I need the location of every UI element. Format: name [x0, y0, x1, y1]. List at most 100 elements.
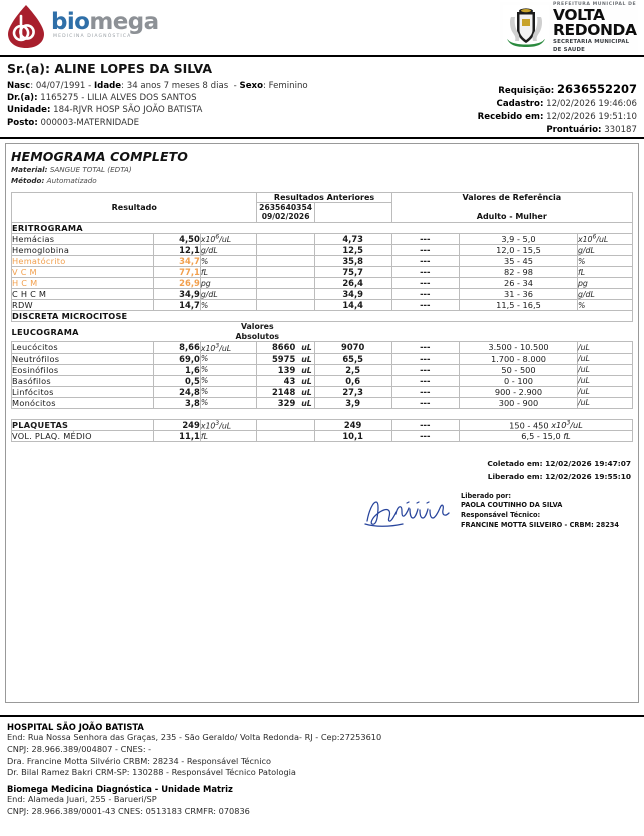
analyte-reference: 6,5 - 15,0 fL: [459, 430, 633, 443]
analyte-value: 4,50: [153, 232, 201, 246]
footer-hospital-name: HOSPITAL SÃO JOÃO BATISTA: [7, 722, 144, 732]
analyte-previous: 2,5: [313, 363, 392, 376]
analyte-reference: 26 - 34: [459, 277, 578, 290]
collected-value: 12/02/2026 19:47:07: [545, 459, 631, 469]
analyte-previous: 9070: [313, 341, 392, 354]
biomega-mega-text: mega: [89, 8, 159, 35]
analyte-previous-2: ---: [390, 341, 461, 354]
analyte-unit: g/dL: [199, 244, 258, 257]
signature-row: Liberado por: PAOLA COUTINHO DA SILVA Re…: [13, 492, 631, 530]
analyte-absolute: [256, 244, 315, 257]
analyte-previous: 35,8: [313, 255, 392, 268]
released-by-label: Liberado por:: [461, 491, 512, 500]
section-row-eritrograma: ERITROGRAMA: [11, 221, 633, 234]
technical-value: FRANCINE MOTTA SILVEIRO - CRBM: 28234: [461, 520, 619, 529]
analyte-reference-unit: %: [576, 299, 634, 312]
patient-name-line: Sr.(a): ALINE LOPES DA SILVA: [7, 61, 637, 76]
platelet-rows: PLAQUETAS 249 x103/uL 249 --- 150 - 450 x103/…: [10, 418, 633, 443]
analyte-value: 26,9: [153, 277, 201, 290]
analyte-absolute: [256, 277, 315, 290]
technical-label: Responsável Técnico:: [461, 510, 541, 519]
header-previous-id: 2635640354: [259, 202, 313, 212]
section-row-note: DISCRETA MICROCITOSE: [11, 310, 633, 323]
analyte-name: Hemácias: [10, 232, 155, 246]
footer-lab-cnpj: CNPJ: 28.966.389/0001-43 CNES: 0513183 C…: [7, 806, 250, 817]
analyte-name: Hematócrito: [10, 255, 155, 268]
analyte-reference-unit: g/dL: [576, 244, 634, 257]
analyte-name: H C M: [10, 277, 155, 290]
analyte-value: 12,1: [153, 244, 201, 257]
crest-city-line2: REDONDA: [553, 20, 637, 39]
table-row: Hemoglobina 12,1 g/dL 12,5 --- 12,0 - 15,5 g/d…: [10, 244, 634, 257]
patient-unit-line: Unidade: 184-RJVR HOSP SÃO JOÃO BATISTA: [7, 104, 637, 116]
analyte-previous: 3,9: [313, 396, 392, 409]
analyte-unit: fL: [199, 266, 258, 279]
exam-report-panel: HEMOGRAMA COMPLETO Material: SANGUE TOTA…: [5, 143, 639, 703]
analyte-name: PLAQUETAS: [10, 418, 155, 432]
analyte-previous-2: ---: [390, 244, 461, 257]
analyte-absolute: [256, 418, 315, 432]
analyte-previous: 249: [313, 418, 392, 432]
biomega-tagline: MEDICINA DIAGNÓSTICA: [53, 33, 132, 39]
analyte-absolute: 139 uL: [256, 363, 315, 376]
patient-post-line: Posto: 000003-MATERNIDADE: [7, 117, 637, 129]
header-previous-results: Resultados Anteriores: [256, 191, 392, 203]
table-row: Leucócitos 8,66 x103/uL 8660 uL 9070 --- 3.500…: [10, 341, 634, 354]
analyte-value: 1,6: [153, 363, 201, 376]
analyte-unit: %: [199, 374, 258, 387]
analyte-previous: 26,4: [313, 277, 392, 290]
analyte-absolute: [256, 255, 315, 268]
header-reference-values-cell: Valores de Referência Adulto - Mulher: [390, 191, 634, 223]
analyte-previous: 34,9: [313, 288, 392, 301]
analyte-previous-2: ---: [390, 255, 461, 268]
analyte-unit: %: [199, 299, 258, 312]
section-row-leucograma: LEUCOGRAMA Valores Absolutos: [12, 322, 633, 342]
analyte-previous-2: ---: [390, 396, 461, 409]
released-value: 12/02/2026 19:55:10: [545, 471, 631, 481]
table-row: H C M 26,9 pg 26,4 --- 26 - 34 pg: [10, 277, 634, 290]
doctor-label: Dr.(a):: [7, 93, 38, 104]
results-table: Resultado Resultados Anteriores Valores …: [10, 191, 634, 443]
analyte-value: 0,5: [153, 374, 201, 387]
analyte-unit: pg: [199, 277, 258, 290]
requisition-value: 2636552207: [556, 82, 637, 96]
doctor-value: 1165275 - LILIA ALVES DOS SANTOS: [40, 93, 197, 104]
analyte-previous-2: ---: [390, 385, 461, 398]
analyte-reference: 1.700 - 8.000: [459, 352, 578, 365]
analyte-value: 249: [153, 418, 201, 432]
analyte-reference: 3,9 - 5,0: [459, 232, 578, 246]
method-label: Método:: [11, 176, 45, 186]
analyte-reference-unit: /uL: [576, 385, 634, 398]
analyte-value: 34,7: [153, 255, 201, 268]
absolute-values-header: Valores Absolutos: [200, 322, 314, 342]
birth-label: Nasc: [7, 81, 31, 91]
crest-city-line1: VOLTA: [553, 5, 605, 24]
footer-hospital-rt2: Dr. Bilal Ramez Bakri CRM-SP: 130288 - R…: [7, 767, 296, 778]
table-row: PLAQUETAS 249 x103/uL 249 --- 150 - 450 x103/…: [10, 418, 633, 432]
birth-value: 04/07/1991: [35, 81, 86, 91]
patient-name-label: Sr.(a):: [7, 61, 50, 76]
analyte-value: 11,1: [153, 430, 201, 443]
analyte-reference: 50 - 500: [459, 363, 578, 376]
spacer-cell: [11, 407, 633, 420]
collected-stamp: Coletado em: 12/02/2026 19:47:07: [13, 458, 631, 470]
analyte-reference: 31 - 36: [459, 288, 578, 301]
material-label: Material:: [11, 165, 48, 174]
table-row: Hemácias 4,50 x106/uL 4,73 --- 3,9 - 5,0 x106/…: [10, 232, 634, 246]
analyte-reference: 300 - 900: [459, 396, 578, 409]
released-by-value: PAOLA COUTINHO DA SILVA: [461, 501, 563, 510]
analyte-previous-2: ---: [390, 288, 461, 301]
analyte-previous-2: ---: [390, 299, 461, 312]
requisition-row: Requisição: 2636552207: [478, 81, 637, 98]
received-label: Recebido em:: [477, 112, 544, 123]
post-label: Posto:: [7, 117, 38, 128]
analyte-absolute: [256, 232, 315, 246]
analyte-value: 8,66: [153, 341, 201, 354]
analyte-previous: 65,5: [313, 352, 392, 365]
analyte-previous-2: ---: [390, 352, 461, 365]
crest-department-line2: DE SAUDE: [553, 46, 586, 53]
biomega-logo: biomega MEDICINA DIAGNÓSTICA: [6, 4, 159, 49]
header-previous-id-cell: 2635640354 09/02/2026: [256, 201, 315, 223]
analyte-unit: %: [199, 396, 258, 409]
analyte-reference: 150 - 450 x103/uL: [459, 418, 633, 432]
